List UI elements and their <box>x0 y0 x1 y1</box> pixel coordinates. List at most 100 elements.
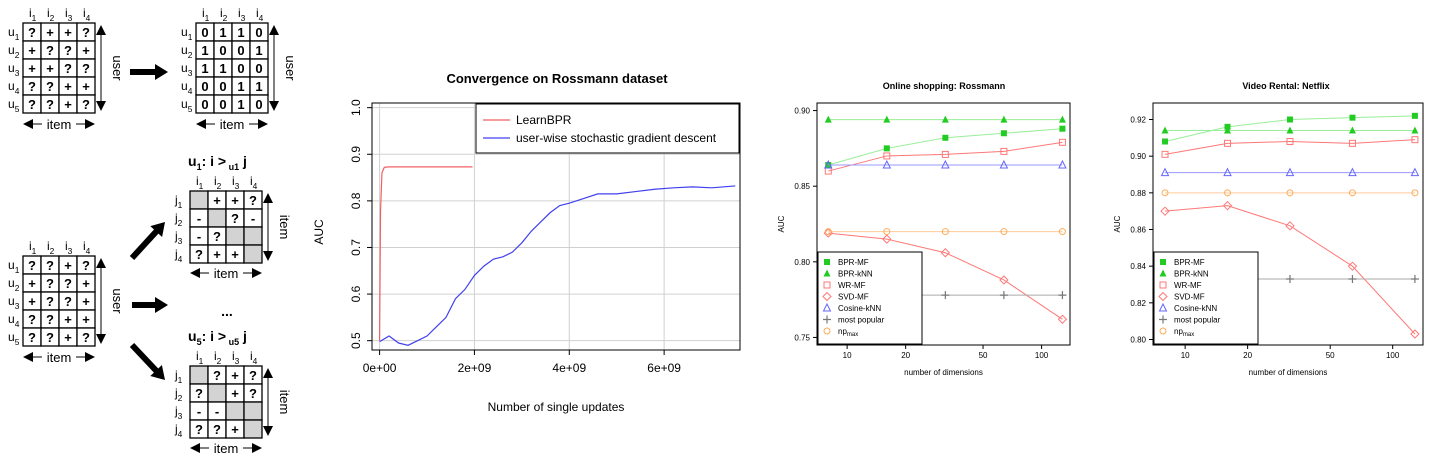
y-tick-label: 0.80 <box>1130 336 1146 345</box>
cell-value: ? <box>46 97 54 112</box>
cell-value: ? <box>64 294 72 309</box>
y-tick-label: 0.82 <box>1130 299 1146 308</box>
data-point <box>824 115 832 123</box>
data-point <box>1224 139 1232 147</box>
cell-value: - <box>251 211 255 226</box>
legend-label: Cosine-kNN <box>1174 304 1217 313</box>
cell-value: 0 <box>201 97 208 112</box>
cell-value: ? <box>82 61 90 76</box>
cell-value: - <box>197 211 201 226</box>
u5-block-title: u5: i > u5 j <box>188 328 247 347</box>
legend-marker <box>823 269 831 277</box>
data-point <box>941 291 950 300</box>
data-point <box>1349 114 1356 121</box>
y-tick-label: 0.92 <box>1130 116 1146 125</box>
data-point <box>1058 291 1067 300</box>
item-header-i4: i4 <box>83 239 91 256</box>
data-point <box>883 228 891 236</box>
y-tick-label: 0.88 <box>1130 189 1146 198</box>
y-tick-label: 0.75 <box>794 333 810 342</box>
arrow-up-right <box>129 222 165 261</box>
user-axis-label: user <box>110 55 125 81</box>
cell-value: ? <box>195 386 203 401</box>
matrix-cell <box>207 383 227 403</box>
legend-label: most popular <box>1174 316 1221 325</box>
legend-marker <box>1160 259 1166 265</box>
matrix-cell <box>225 226 245 246</box>
user-header-u1: u1 <box>8 25 20 42</box>
data-point <box>1162 138 1169 145</box>
series-line-2 <box>1164 139 1415 155</box>
x-tick-label: 0e+00 <box>363 361 397 375</box>
legend-label: BPR-MF <box>1174 258 1205 267</box>
cell-value: + <box>82 43 90 58</box>
cell-value: + <box>64 25 72 40</box>
item-header-i4: i4 <box>83 6 91 23</box>
legend-marker <box>823 327 831 335</box>
cell-value: 1 <box>219 61 226 76</box>
item-axis-label: item <box>47 117 72 132</box>
x-axis-label: Number of single updates <box>488 400 625 414</box>
data-point <box>1411 189 1419 197</box>
cell-value: + <box>28 294 36 309</box>
matrix-cell <box>225 401 245 421</box>
data-point <box>1057 314 1068 324</box>
data-point <box>1000 147 1008 155</box>
cell-value: ? <box>46 276 54 291</box>
data-point <box>1161 150 1169 158</box>
data-point <box>882 234 892 244</box>
cell-value: ? <box>28 312 36 327</box>
legend-marker <box>1159 269 1167 277</box>
legend-box <box>475 103 740 154</box>
data-point <box>1000 130 1007 137</box>
cell-value: ? <box>28 79 36 94</box>
x-tick-label: 100 <box>1386 351 1400 360</box>
y-tick-label: 0.86 <box>1130 226 1146 235</box>
cell-value: + <box>231 193 239 208</box>
cell-value: ? <box>82 330 90 345</box>
cell-value: + <box>64 330 72 345</box>
arrow-right-mid-shape <box>132 297 168 313</box>
item-label-bg <box>215 116 249 130</box>
plot-frame <box>371 102 741 351</box>
data-point <box>999 159 1009 169</box>
user-header-u4: u4 <box>181 79 193 96</box>
item-header-i1: i1 <box>29 6 37 23</box>
cell-value: ? <box>231 211 239 226</box>
plot-frame <box>1152 102 1424 346</box>
cell-value: - <box>197 404 201 419</box>
x-tick-label: 20 <box>1243 351 1252 360</box>
cell-value: 0 <box>255 97 262 112</box>
matrix-cell <box>243 226 263 246</box>
cell-value: 0 <box>237 43 244 58</box>
data-point <box>1222 200 1233 211</box>
x-axis-label: number of dimensions <box>904 368 983 377</box>
legend-marker <box>823 315 831 324</box>
legend-label: SVD-MF <box>838 293 869 302</box>
x-tick-label: 50 <box>979 351 988 360</box>
y-tick-label: 1.0 <box>349 99 363 116</box>
item-label-bg <box>42 349 76 363</box>
item-axis-label: item <box>214 441 239 456</box>
series-line-0 <box>378 166 473 341</box>
matrix-cell <box>76 327 96 347</box>
legend-marker <box>822 302 832 312</box>
legend-label: WR-MF <box>1174 281 1202 290</box>
data-point <box>1411 112 1418 119</box>
item-header-i1: i1 <box>202 6 210 23</box>
user-header-u5: u5 <box>8 97 20 114</box>
data-point <box>1059 125 1066 132</box>
legend-label: WR-MF <box>838 281 866 290</box>
data-point <box>1058 138 1066 146</box>
data-point <box>1223 167 1232 177</box>
data-point <box>941 159 950 169</box>
legend-marker <box>1158 302 1168 312</box>
cell-value: 0 <box>219 97 226 112</box>
cell-value: ? <box>249 368 257 383</box>
user-axis-label: user <box>110 288 125 314</box>
cell-value: 1 <box>219 25 226 40</box>
cell-value: ? <box>195 422 203 437</box>
cell-value: 1 <box>255 79 262 94</box>
